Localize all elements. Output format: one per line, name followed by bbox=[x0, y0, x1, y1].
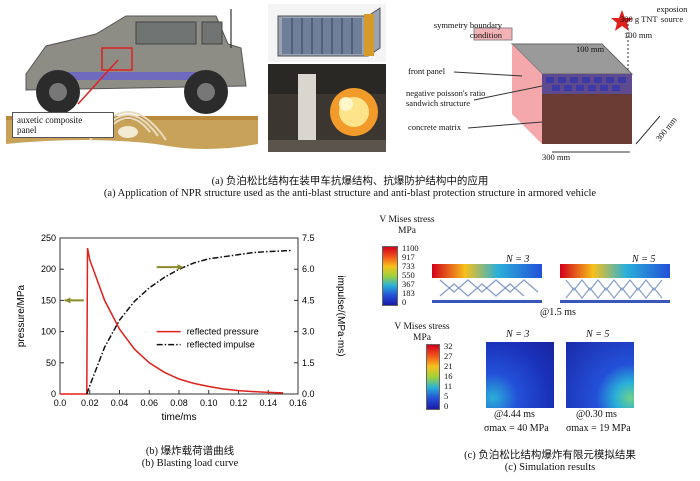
x-tick-label: 0.04 bbox=[111, 398, 129, 408]
legend-label: reflected pressure bbox=[187, 327, 259, 337]
colorbar-tick: 21 bbox=[444, 361, 453, 371]
arrow-left-head bbox=[64, 297, 71, 304]
colorbar-tick: 5 bbox=[444, 391, 449, 401]
blast-load-chart: 0.0 0.02 0.04 0.06 0.08 0.10 0.12 0.14 0.16 0 50 10… bbox=[0, 228, 355, 428]
colorbar-tick: 550 bbox=[402, 270, 415, 280]
dim-100-top-label: 100 mm bbox=[576, 44, 605, 54]
auxetic-panel-label: auxetic composite panel bbox=[12, 112, 114, 138]
caption-c-en: (c) Simulation results bbox=[504, 462, 596, 473]
y-tick-label: 150 bbox=[41, 295, 56, 305]
colorbar-tick: 32 bbox=[444, 341, 453, 351]
colorbar-tick: 0 bbox=[402, 297, 407, 307]
n3-label-2: N = 3 bbox=[506, 329, 530, 340]
x-tick-label: 0.16 bbox=[289, 398, 307, 408]
stress-title-2: V Mises stress MPa bbox=[394, 322, 450, 343]
concrete-block-model bbox=[392, 4, 698, 168]
colorbar-tick: 16 bbox=[444, 371, 453, 381]
y-tick-label: 0 bbox=[51, 389, 56, 399]
y2-tick-label: 7.5 bbox=[302, 233, 315, 243]
caption-a-en: (a) Application of NPR structure used as… bbox=[103, 188, 597, 199]
sim-frame-n3-early bbox=[432, 246, 542, 304]
colorbar-tick: 917 bbox=[402, 252, 415, 262]
colorbar-1-ticks: 1100 917 733 550 367 183 0 bbox=[402, 243, 432, 307]
dim-100-side-label: 100 mm bbox=[624, 30, 653, 40]
sigma-n5-label: σmax = 19 MPa bbox=[566, 423, 631, 434]
x-tick-label: 0.0 bbox=[54, 398, 67, 408]
colorbar-tick: 367 bbox=[402, 279, 415, 289]
tnt-label: 300 g TNT bbox=[620, 14, 658, 24]
colorbar-tick: 0 bbox=[444, 401, 449, 411]
y2-tick-label: 1.5 bbox=[302, 358, 315, 368]
caption-c-cn: (c) 负泊松比结构爆炸有限元模拟结果 bbox=[464, 450, 636, 461]
colorbar-tick: 1100 bbox=[402, 243, 419, 253]
sigma-n3-label: σmax = 40 MPa bbox=[484, 423, 549, 434]
x-tick-label: 0.06 bbox=[140, 398, 158, 408]
sim-frame-n5-early bbox=[560, 246, 670, 304]
colorbar-tick: 733 bbox=[402, 261, 415, 271]
sim-frame-n5-late bbox=[566, 342, 634, 408]
x-tick-label: 0.14 bbox=[259, 398, 277, 408]
symmetry-boundary-label: symmetry boundary condition bbox=[433, 20, 502, 40]
caption-b-cn: (b) 爆炸载荷谱曲线 bbox=[145, 446, 235, 457]
time-n3-label: @4.44 ms bbox=[494, 409, 535, 420]
concrete-matrix-label: concrete matrix bbox=[408, 122, 462, 132]
series-line-0 bbox=[60, 247, 284, 395]
y2-tick-label: 6.0 bbox=[302, 264, 315, 274]
colorbar-tick: 27 bbox=[444, 351, 453, 361]
dim-300-bottom-label: 300 mm bbox=[542, 152, 571, 162]
colorbar-1 bbox=[382, 246, 398, 306]
armored-vehicle-illustration bbox=[6, 4, 258, 166]
colorbar-2 bbox=[426, 344, 440, 410]
caption-b-en: (b) Blasting load curve bbox=[141, 458, 239, 469]
n5-label-1: N = 5 bbox=[632, 254, 656, 265]
x-axis-label: time/ms bbox=[162, 412, 197, 423]
legend-label: reflected impulse bbox=[187, 340, 255, 350]
x-tick-label: 0.08 bbox=[170, 398, 188, 408]
x-tick-label: 0.02 bbox=[81, 398, 99, 408]
front-panel-label: front panel bbox=[408, 66, 446, 76]
n3-label-1: N = 3 bbox=[506, 254, 530, 265]
blast-photo bbox=[268, 64, 386, 152]
protective-wall-render bbox=[268, 4, 386, 62]
stress-title-1: V Mises stress MPa bbox=[379, 215, 435, 236]
series-line-1 bbox=[86, 249, 291, 395]
y-tick-label: 50 bbox=[46, 358, 56, 368]
y-tick-label: 200 bbox=[41, 264, 56, 274]
colorbar-2-ticks: 32 27 21 16 11 5 0 bbox=[444, 341, 468, 411]
caption-a-cn: (a) 负泊松比结构在装甲车抗爆结构、抗爆防护结构中的应用 bbox=[211, 176, 489, 187]
sandwich-structure-label: negative poisson's ratio sandwich struct… bbox=[406, 88, 486, 108]
y-axis-label: pressure/MPa bbox=[16, 284, 27, 347]
explosion-source-label: exposion source bbox=[656, 4, 688, 24]
y2-tick-label: 0.0 bbox=[302, 389, 315, 399]
colorbar-tick: 183 bbox=[402, 288, 415, 298]
y-tick-label: 100 bbox=[41, 327, 56, 337]
x-tick-label: 0.12 bbox=[230, 398, 248, 408]
time-label-1: @1.5 ms bbox=[540, 307, 576, 318]
y2-tick-label: 4.5 bbox=[302, 295, 315, 305]
sim-frame-n3-late bbox=[486, 342, 554, 408]
time-n5-label: @0.30 ms bbox=[576, 409, 617, 420]
colorbar-tick: 11 bbox=[444, 381, 453, 391]
y-tick-label: 250 bbox=[41, 233, 56, 243]
y2-tick-label: 3.0 bbox=[302, 327, 315, 337]
arrow-right-head bbox=[177, 264, 184, 271]
y2-axis-label: impulse/(MPa·ms) bbox=[335, 275, 346, 356]
x-tick-label: 0.10 bbox=[200, 398, 218, 408]
n5-label-2: N = 5 bbox=[586, 329, 610, 340]
